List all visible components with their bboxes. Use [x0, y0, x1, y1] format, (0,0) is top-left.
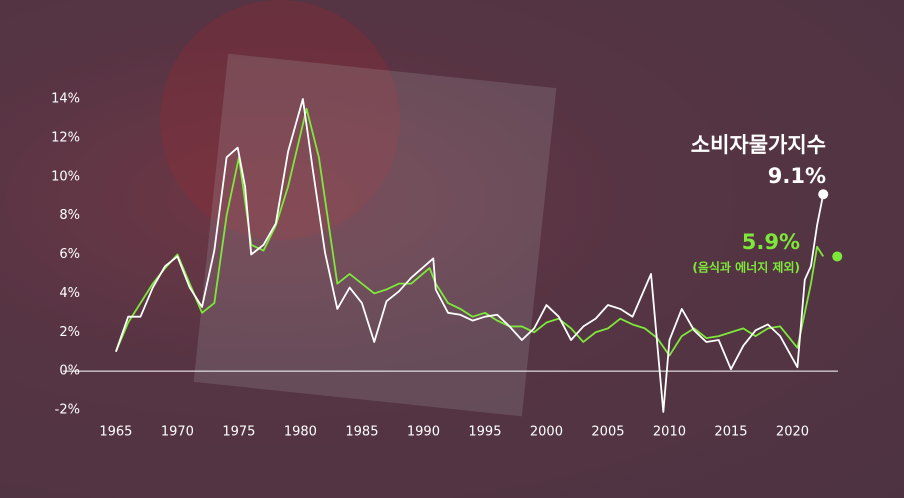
x-tick-label: 1965	[99, 425, 132, 440]
legend-name: (음식과 에너지 제외)	[692, 260, 800, 275]
x-tick-label: 1990	[407, 425, 440, 440]
x-tick-label: 1985	[345, 425, 378, 440]
x-tick-label: 2020	[776, 425, 809, 440]
x-tick-label: 2010	[653, 425, 686, 440]
series-line	[115, 107, 824, 357]
y-tick-label: 6%	[59, 247, 80, 262]
y-tick-label: 4%	[59, 286, 80, 301]
y-tick-label: 2%	[59, 325, 80, 340]
x-tick-label: 2000	[530, 425, 563, 440]
y-tick-label: 8%	[59, 208, 80, 223]
y-tick-label: 12%	[51, 130, 80, 145]
legend-name: 소비자물가지수	[691, 133, 826, 157]
x-tick-label: 1995	[468, 425, 501, 440]
y-tick-label: -2%	[55, 403, 80, 418]
end-dot	[832, 251, 843, 262]
y-tick-label: 10%	[51, 169, 80, 184]
background-blob	[160, 0, 400, 240]
background-banknote	[193, 53, 557, 417]
series-line	[115, 98, 825, 413]
y-tick-label: 14%	[51, 92, 80, 107]
end-label: 5.9%	[742, 230, 800, 254]
end-label: 9.1%	[768, 164, 826, 188]
x-tick-label: 2015	[714, 425, 747, 440]
x-tick-label: 1970	[161, 425, 194, 440]
x-tick-label: 2005	[591, 425, 624, 440]
x-tick-label: 1975	[222, 425, 255, 440]
x-tick-label: 1980	[284, 425, 317, 440]
end-dot	[818, 189, 829, 200]
